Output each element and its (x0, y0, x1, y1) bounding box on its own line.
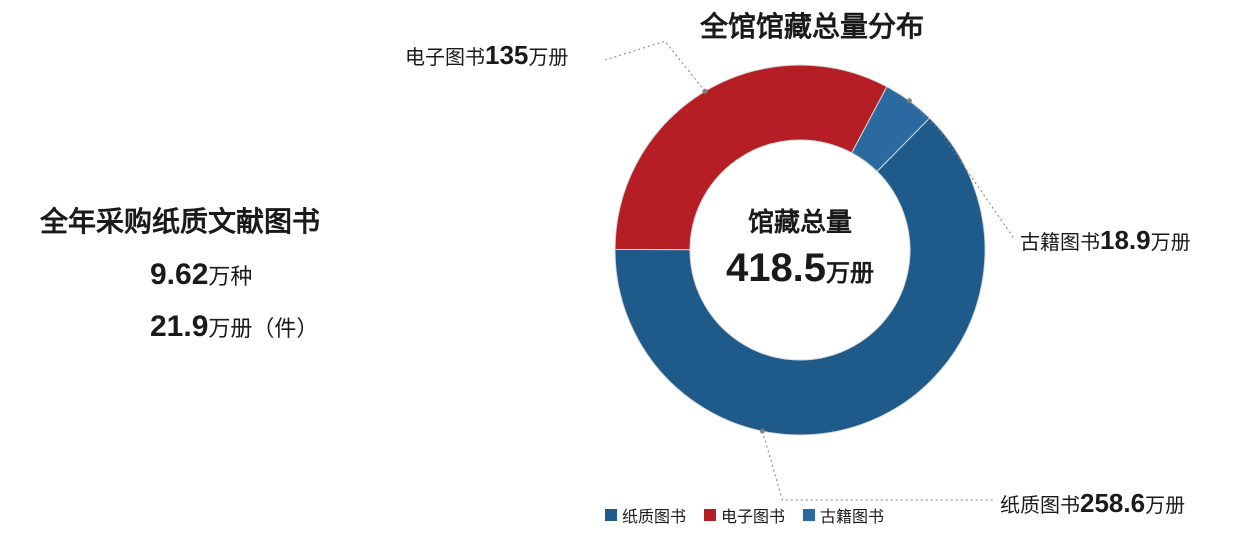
left-line-2: 21.9万册（件） (40, 310, 440, 344)
legend-label-ancient: 古籍图书 (820, 503, 884, 527)
donut-chart: 馆藏总量 418.5万册 (600, 50, 1000, 450)
legend-label-paper: 纸质图书 (622, 503, 686, 527)
legend-swatch-paper (605, 509, 617, 521)
callout-ancient-value: 18.9 (1100, 225, 1151, 255)
left-stats-block: 全年采购纸质文献图书 9.62万种 21.9万册（件） (40, 200, 440, 344)
center-value-line: 418.5万册 (726, 240, 874, 296)
callout-paper-label: 纸质图书 (1000, 495, 1080, 517)
left-line2-num: 21.9 (150, 310, 208, 343)
legend-label-ebook: 电子图书 (721, 503, 785, 527)
legend-swatch-ebook (704, 509, 716, 521)
legend-item-paper: 纸质图书 (605, 503, 686, 527)
left-line1-unit: 万种 (208, 264, 252, 289)
callout-paper-value: 258.6 (1080, 488, 1145, 518)
callout-paper-unit: 万册 (1145, 495, 1185, 517)
legend-item-ancient: 古籍图书 (803, 503, 884, 527)
callout-ancient-label: 古籍图书 (1020, 232, 1100, 254)
left-line-1: 9.62万种 (40, 258, 440, 292)
chart-area: 全馆馆藏总量分布 馆藏总量 418.5万册 电子图书135万册 古籍图书18.9… (500, 0, 1247, 539)
left-line2-unit: 万册（件） (208, 316, 318, 341)
legend-swatch-ancient (803, 509, 815, 521)
callout-ebook-value: 135 (485, 40, 528, 70)
callout-ebook-label: 电子图书 (405, 47, 485, 69)
callout-ebook-unit: 万册 (528, 47, 568, 69)
chart-legend: 纸质图书 电子图书 古籍图书 (605, 503, 884, 527)
chart-title: 全馆馆藏总量分布 (700, 5, 924, 45)
center-unit: 万册 (826, 260, 874, 287)
callout-ancient-unit: 万册 (1151, 232, 1191, 254)
donut-center: 馆藏总量 418.5万册 (726, 204, 874, 296)
legend-item-ebook: 电子图书 (704, 503, 785, 527)
callout-paper: 纸质图书258.6万册 (1000, 488, 1185, 519)
callout-ebook: 电子图书135万册 (405, 40, 568, 71)
left-title: 全年采购纸质文献图书 (40, 200, 440, 240)
center-value: 418.5 (726, 246, 826, 290)
callout-ancient: 古籍图书18.9万册 (1020, 225, 1191, 256)
left-line1-num: 9.62 (150, 258, 208, 291)
center-label-text: 馆藏总量 (726, 204, 874, 240)
